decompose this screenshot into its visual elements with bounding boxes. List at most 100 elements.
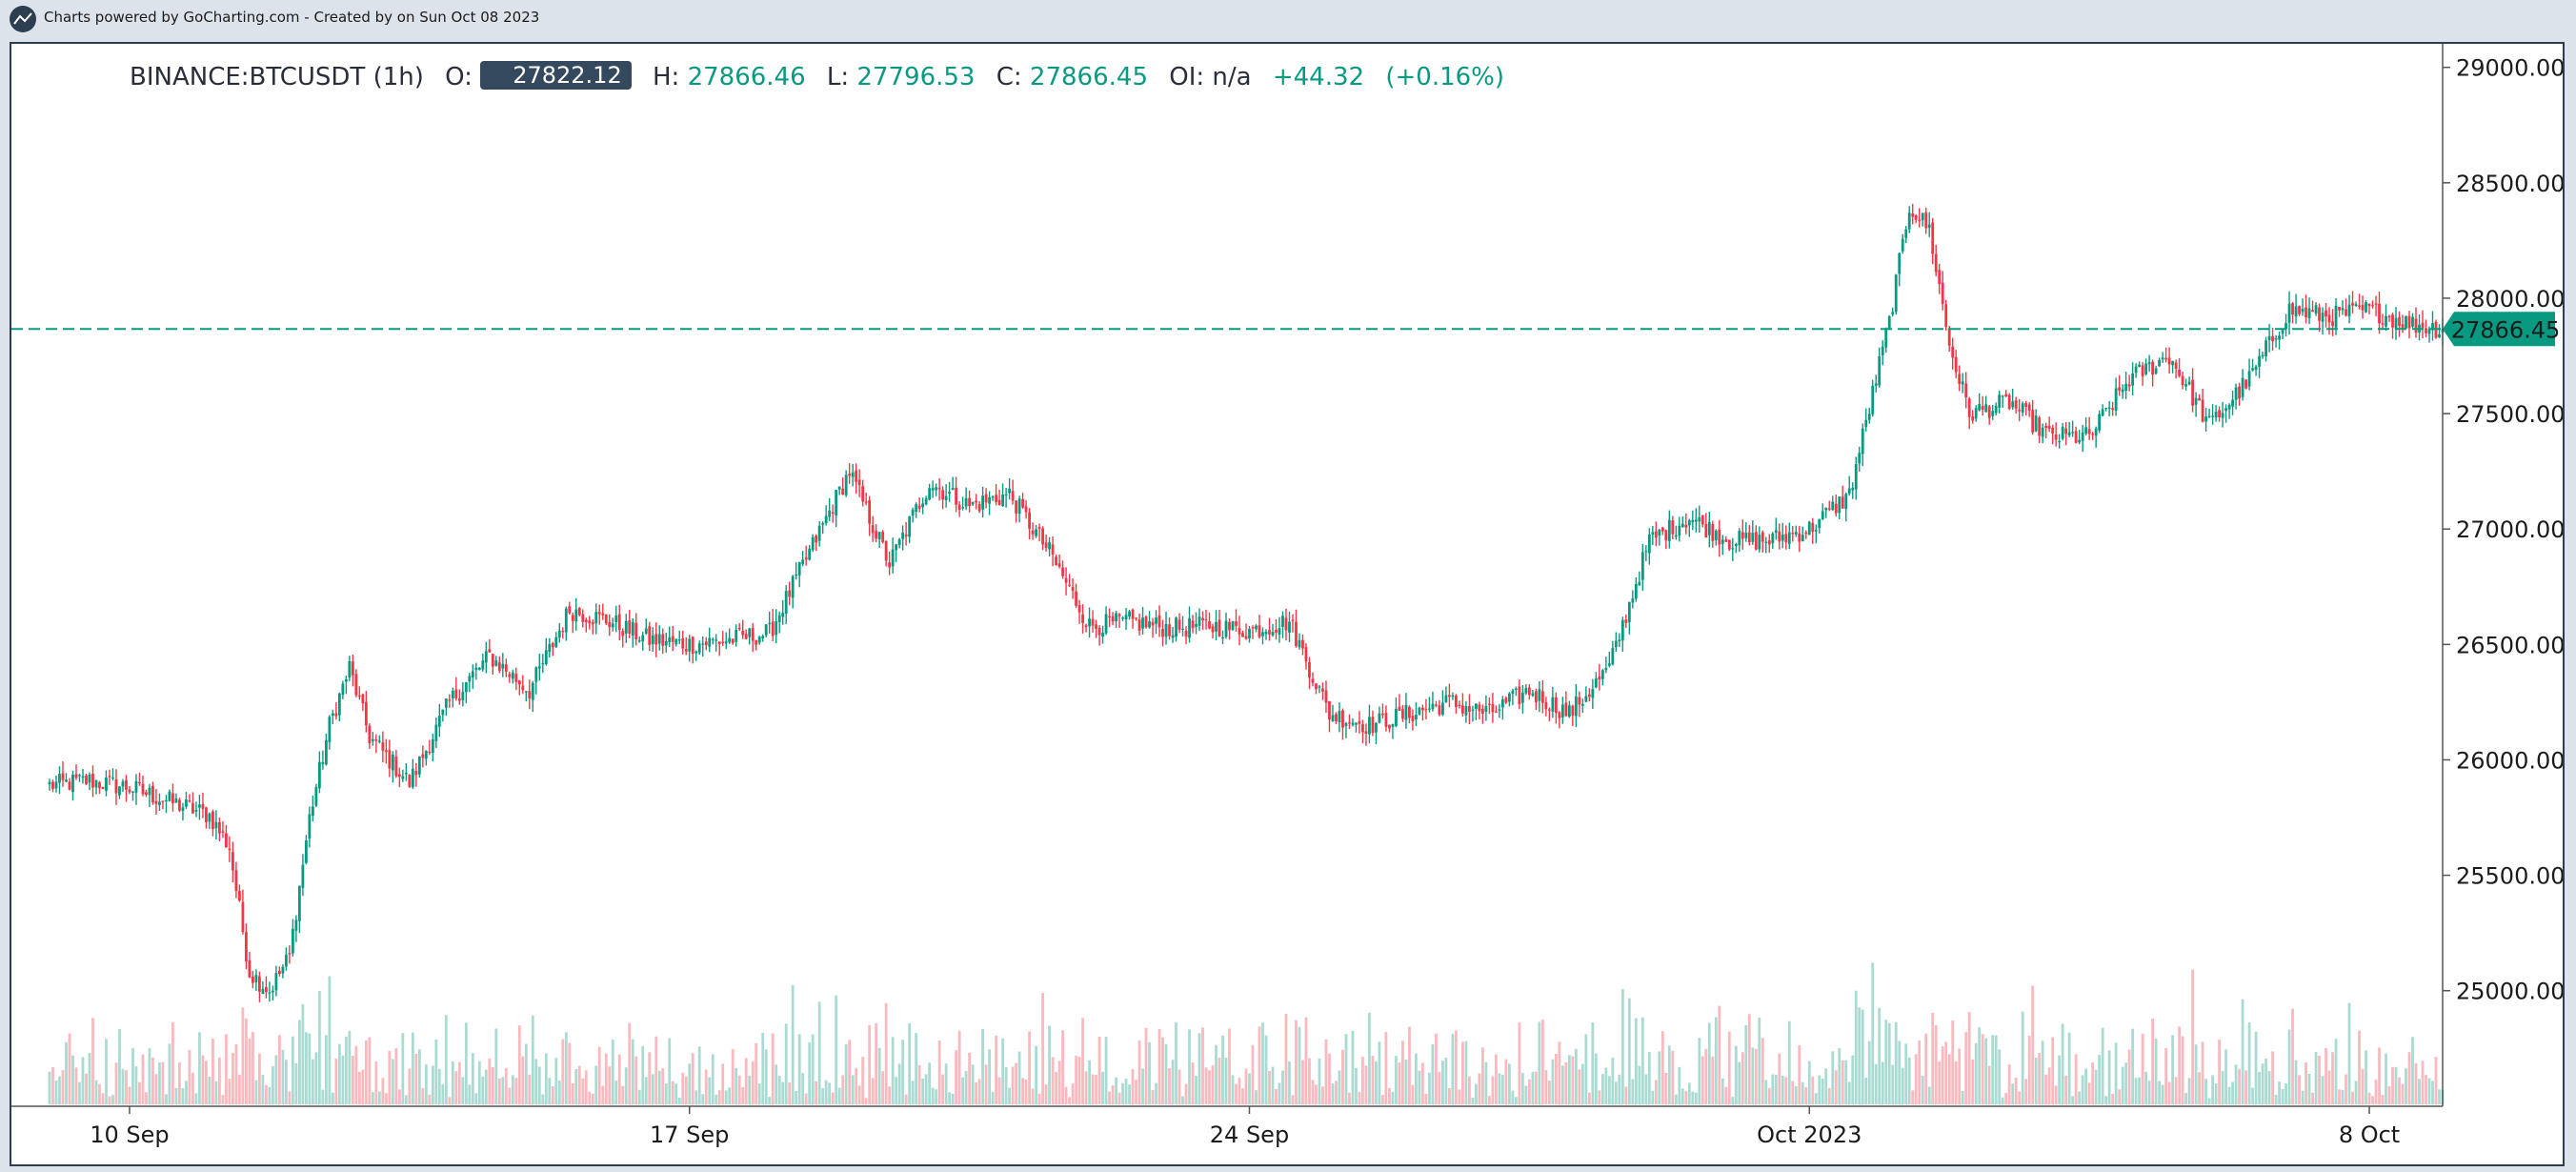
gocharting-logo-icon xyxy=(10,6,36,32)
candle-body xyxy=(1141,617,1144,629)
candle-body xyxy=(1724,539,1728,542)
volume-bar xyxy=(2324,1047,2327,1104)
volume-bar xyxy=(768,1097,772,1104)
volume-bar xyxy=(2054,1085,2058,1104)
volume-bar xyxy=(2204,1079,2207,1104)
candle-body xyxy=(1887,315,1891,329)
candle-body xyxy=(2211,415,2214,417)
candle-body xyxy=(2094,428,2098,436)
volume-bar xyxy=(2201,1041,2204,1104)
candle-body xyxy=(1378,713,1381,723)
candle-body xyxy=(2398,316,2401,326)
volume-bar xyxy=(764,1049,768,1104)
volume-bar xyxy=(1504,1059,1508,1104)
volume-bar xyxy=(1395,1056,1398,1104)
volume-bar xyxy=(174,1087,178,1104)
volume-bar xyxy=(1011,1066,1015,1104)
candle-body xyxy=(74,774,78,778)
candle-body xyxy=(474,667,478,670)
candle-body xyxy=(1328,701,1331,720)
candle-body xyxy=(528,691,532,699)
candlestick-chart[interactable]: 27866.45 29000.00 28500.00 28000.00 27500.0… xyxy=(11,44,2563,1164)
candle-body xyxy=(1701,515,1704,525)
volume-bar xyxy=(2041,1041,2044,1104)
volume-bar xyxy=(1204,1067,1208,1104)
candle-body xyxy=(1487,703,1491,705)
candle-body xyxy=(1111,616,1115,622)
volume-bar xyxy=(1611,1057,1615,1104)
candle-body xyxy=(191,802,194,814)
volume-bar xyxy=(1558,1041,1561,1104)
volume-bar xyxy=(755,1042,758,1104)
volume-bar xyxy=(1348,1092,1351,1104)
volume-bar xyxy=(272,1066,274,1104)
candle-body xyxy=(864,501,868,503)
volume-bar xyxy=(568,1042,572,1104)
volume-bar xyxy=(1974,1042,1978,1104)
candle-body xyxy=(231,852,234,871)
candle-body xyxy=(1148,621,1151,628)
candle-body xyxy=(2294,306,2298,317)
y-tick-label: 28500.00 xyxy=(2456,171,2563,197)
candle-body xyxy=(961,507,965,509)
volume-bar xyxy=(968,1052,972,1104)
volume-bar xyxy=(1894,1021,1898,1104)
volume-bar xyxy=(1351,1031,1355,1104)
candle-body xyxy=(2174,362,2178,369)
candle-body xyxy=(118,786,121,796)
volume-bar xyxy=(1987,1065,1991,1104)
candle-body xyxy=(948,492,952,495)
candle-body xyxy=(1738,530,1741,546)
volume-bar xyxy=(414,1053,418,1104)
volume-bar xyxy=(641,1046,645,1104)
candle-body xyxy=(1924,212,1928,229)
volume-bar xyxy=(471,1053,474,1104)
candle-body xyxy=(588,620,592,624)
volume-bar xyxy=(384,1093,388,1104)
volume-bar xyxy=(2001,1097,2004,1104)
candle-body xyxy=(981,495,985,510)
volume-bar xyxy=(597,1046,601,1104)
candle-body xyxy=(2121,389,2124,393)
chart-frame[interactable]: 27866.45 29000.00 28500.00 28000.00 27500.0… xyxy=(10,42,2565,1166)
candle-body xyxy=(1551,697,1555,712)
candle-body xyxy=(424,750,428,759)
candle-body xyxy=(2181,375,2184,386)
candle-body xyxy=(494,659,498,666)
candle-body xyxy=(1131,609,1135,619)
candle-body xyxy=(648,626,652,645)
candle-body xyxy=(1640,552,1644,580)
volume-bar xyxy=(1491,1076,1495,1104)
volume-bar xyxy=(2161,1084,2164,1104)
volume-bar xyxy=(1475,1083,1478,1104)
x-tick-label: Oct 2023 xyxy=(1757,1121,1862,1148)
volume-bar xyxy=(1061,1030,1064,1104)
volume-bar xyxy=(2007,1064,2011,1104)
candle-body xyxy=(2191,379,2195,406)
candle-body xyxy=(2151,361,2155,375)
volume-bar xyxy=(704,1069,708,1104)
candle-body xyxy=(2107,407,2111,409)
candle-body xyxy=(521,685,525,691)
candle-body xyxy=(181,807,185,812)
volume-bar xyxy=(594,1065,598,1104)
candle-body xyxy=(1348,722,1351,724)
volume-bar xyxy=(2414,1062,2418,1104)
high-value: 27866.46 xyxy=(687,63,806,91)
candle-body xyxy=(777,615,781,622)
candle-body xyxy=(1177,619,1181,630)
volume-bar xyxy=(2381,1095,2385,1104)
volume-bar xyxy=(118,1028,121,1104)
candle-body xyxy=(801,559,805,565)
candle-body xyxy=(1574,696,1578,717)
oi-label: OI: xyxy=(1169,63,1205,91)
volume-bar xyxy=(1954,1061,1958,1104)
candle-body xyxy=(1627,601,1631,623)
candle-body xyxy=(1157,615,1161,628)
candle-body xyxy=(808,548,812,560)
candle-body xyxy=(795,574,798,576)
candle-body xyxy=(2198,397,2202,401)
candle-body xyxy=(1558,712,1561,718)
volume-bar xyxy=(1201,1027,1204,1104)
candle-body xyxy=(744,634,748,639)
